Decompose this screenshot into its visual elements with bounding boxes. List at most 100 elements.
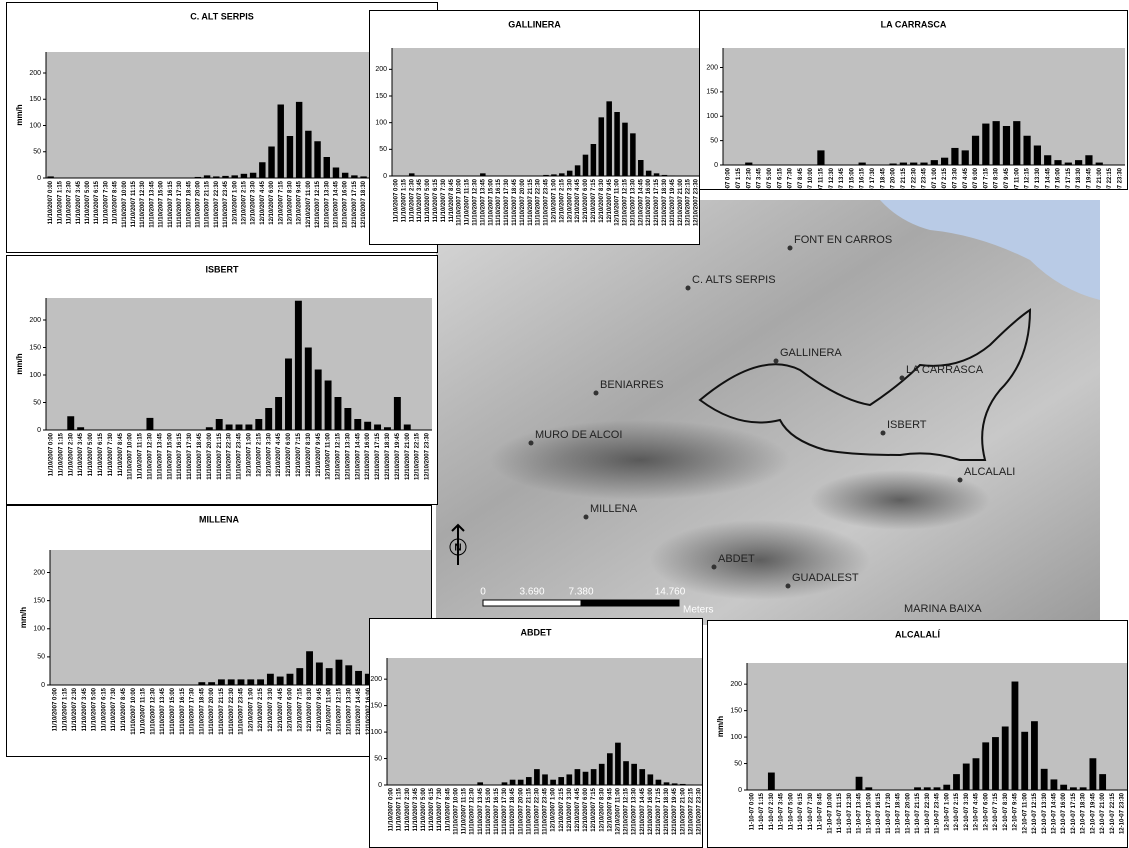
x-tick-label: 12/10/2007 12:15 [623,178,629,226]
bar [638,160,644,176]
x-tick-label: 11/10/2007 8:45 [121,687,127,731]
bar [316,663,323,686]
y-tick-label: 200 [706,64,718,71]
plot-area [387,658,703,785]
y-tick-label: 150 [375,93,387,100]
bar [963,764,970,790]
plot-area [747,663,1127,790]
bar [1085,155,1092,165]
x-tick-label: 12/10/2007 3:30 [268,687,274,731]
x-tick-label: 12/10/2007 7:15 [297,687,303,731]
x-tick-label: 11/10/2007 2:30 [68,432,74,476]
x-tick-label: 12/10/2007 11:00 [306,180,312,227]
bar [623,761,629,785]
x-tick-label: 12/10/2007 19:45 [395,432,401,480]
bar [607,753,613,785]
chart-title: ALCALALÍ [895,629,940,639]
x-tick-label: 12-10-07 8:30 [1003,792,1009,830]
y-tick-label: 50 [379,146,387,153]
x-tick-label: 11-10-07 22:30 [925,792,931,833]
bar [817,150,824,165]
x-tick-label: 12/10/2007 22:15 [415,432,421,480]
y-tick-label: 200 [29,70,41,77]
bar [558,777,564,785]
x-tick-label: 12/10/2007 21:00 [680,787,686,835]
x-tick-label: 12-10-07 3:30 [964,792,970,830]
place-label: MILLENA [590,503,638,515]
chart-title: MILLENA [199,514,239,524]
x-tick-label: 11/10/2007 1:15 [57,180,63,224]
bar [305,348,312,431]
bar [355,671,362,685]
y-tick-label: 0 [37,175,41,182]
x-tick-label: 12/10/2007 1:00 [232,180,238,224]
bar [1075,160,1082,165]
y-tick-label: 0 [378,782,382,789]
place-label: ALCALALI [964,466,1015,478]
x-tick-label: 12-10-07 22:15 [1107,167,1113,209]
x-tick-label: 12-10-07 11:00 [1022,792,1028,833]
x-tick-label: 11/10/2007 7:30 [103,180,109,224]
x-tick-label: 11/10/2007 0:00 [48,180,54,224]
x-tick-label: 11-10-07 8:45 [818,792,824,830]
chart-title: LA CARRASCA [881,19,947,29]
y-tick-label: 150 [29,344,41,351]
x-tick-label: 11/10/2007 11:15 [138,432,144,479]
x-tick-label: 11/10/2007 7:30 [441,178,447,222]
bar [575,769,581,785]
bar [1051,779,1058,790]
x-tick-label: 12/10/2007 13:30 [324,180,330,228]
y-tick-label: 100 [29,122,41,129]
x-tick-label: 11/10/2007 12:30 [148,432,154,479]
x-tick-label: 12/10/2007 13:30 [346,687,352,735]
bar [315,370,322,431]
x-tick-label: 11/10/2007 12:30 [140,180,146,227]
y-tick-label: 50 [374,755,382,762]
x-tick-label: 11/10/2007 20:00 [520,178,526,225]
place-marker [594,391,599,396]
x-tick-label: 12/10/2007 22:15 [688,787,694,835]
x-tick-label: 12/10/2007 3:30 [251,180,257,224]
x-tick-label: 12-10-07 6:00 [973,167,979,205]
x-tick-label: 11-10-07 6:15 [777,167,783,205]
bar [1023,136,1030,165]
x-tick-label: 12/10/2007 18:30 [385,432,391,480]
bar [1013,121,1020,165]
x-tick-label: 11/10/2007 3:45 [82,687,88,731]
bar [326,668,333,685]
x-tick-label: 12-10-07 9:45 [1013,792,1019,830]
bar [305,131,311,178]
x-tick-label: 11/10/2007 15:00 [486,787,492,834]
bar [1012,682,1019,790]
chart-title: GALLINERA [508,19,561,29]
bar [943,785,950,790]
scale-label: 3.690 [519,587,544,598]
x-tick-label: 12/10/2007 1:00 [246,432,252,476]
x-tick-label: 11/10/2007 16:15 [177,432,183,479]
x-tick-label: 11/10/2007 23:45 [223,180,229,227]
y-tick-label: 100 [730,734,742,741]
bar [951,148,958,165]
x-tick-label: 11/10/2007 22:30 [229,687,235,734]
x-tick-label: 11/10/2007 22:30 [534,787,540,834]
scale-label: Meters [683,605,714,616]
x-tick-label: 11/10/2007 2:30 [72,687,78,731]
x-tick-label: 12-10-07 12:15 [1032,792,1038,834]
x-tick-label: 11-10-07 7:30 [808,792,814,830]
bar [982,742,989,790]
x-tick-label: 12/10/2007 2:15 [559,787,565,831]
bar [931,160,938,165]
x-tick-label: 11-10-07 5:00 [767,167,773,205]
x-tick-label: 11-10-07 5:00 [788,792,794,830]
bar [245,425,252,431]
x-tick-label: 12/10/2007 3:30 [567,787,573,831]
x-tick-label: 12/10/2007 2:15 [258,687,264,731]
x-tick-label: 11/10/2007 3:45 [413,787,419,831]
bar [336,660,343,685]
bar [342,173,348,178]
bar [67,416,74,430]
x-tick-label: 11-10-07 13:45 [857,792,863,833]
x-tick-label: 12/10/2007 6:00 [288,687,294,731]
x-tick-label: 12/10/2007 8:30 [288,180,294,224]
